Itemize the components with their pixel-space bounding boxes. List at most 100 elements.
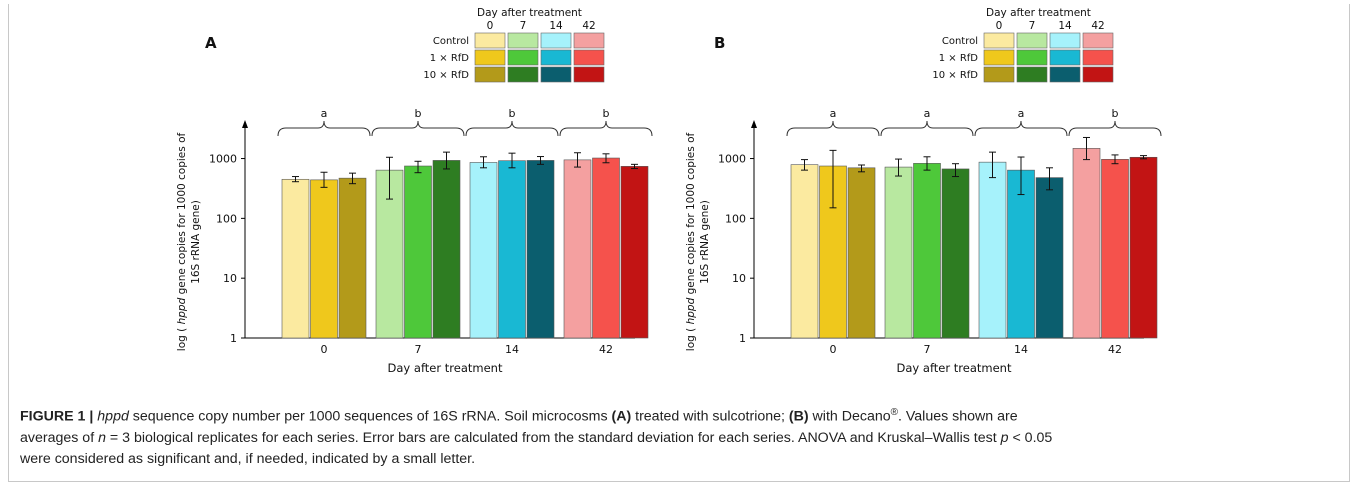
caption-panel-b-label: (B) — [788, 408, 809, 425]
caption-panel-a-label: (A) — [611, 408, 632, 425]
legend-day-label: 7 — [1029, 20, 1036, 32]
x-tick-label: 0 — [321, 343, 328, 356]
y-axis-label-line2: 16S rRNA gene) — [699, 200, 711, 284]
y-axis-label-line2: 16S rRNA gene) — [190, 200, 202, 284]
y-tick-label: 1000 — [718, 153, 746, 166]
caption-text: with Decano — [808, 408, 891, 425]
caption-text: . Values shown are — [898, 408, 1018, 425]
legend-day-label: 14 — [549, 20, 563, 32]
legend-swatch — [1016, 49, 1048, 66]
bar — [498, 160, 526, 339]
bar — [469, 162, 498, 339]
significance-letter: a — [830, 107, 837, 120]
y-label-part: gene copies for 1000 copies of — [176, 132, 188, 297]
legend-row-label: Control — [942, 36, 978, 47]
bar — [978, 161, 1007, 339]
bar — [526, 160, 555, 339]
bar — [847, 167, 876, 339]
significance-bracket — [1068, 120, 1162, 137]
significance-letter: a — [924, 107, 931, 120]
y-tick-label: 100 — [725, 212, 746, 225]
legend-swatch — [1016, 66, 1048, 83]
registered-mark: ® — [890, 407, 898, 418]
caption-figure-label: FIGURE 1 | — [20, 408, 94, 425]
bar — [404, 165, 432, 339]
y-tick-label: 100 — [216, 212, 237, 225]
bar — [941, 168, 970, 339]
legend-day-label: 42 — [1091, 20, 1104, 32]
legend-row-label: 10 × RfD — [932, 70, 978, 81]
bar — [281, 178, 310, 339]
bar — [884, 166, 913, 339]
legend-swatch — [1082, 49, 1114, 66]
legend-swatch — [1049, 32, 1081, 49]
legend-title: Day after treatment — [477, 7, 582, 19]
legend-day-label: 7 — [520, 20, 527, 32]
legend-swatch — [1016, 32, 1048, 49]
legend-day-label: 14 — [1058, 20, 1072, 32]
significance-bracket — [371, 120, 465, 137]
x-tick-label: 42 — [1108, 343, 1122, 356]
y-axis-label: log ( hppd gene copies for 1000 copies o… — [176, 132, 188, 351]
legend-swatch — [573, 66, 605, 83]
x-tick-label: 7 — [924, 343, 931, 356]
legend-day-label: 42 — [582, 20, 595, 32]
caption-text: treated with sulcotrione; — [631, 408, 789, 425]
y-label-gene: hppd — [685, 297, 697, 324]
bar — [913, 163, 941, 339]
significance-letter: b — [603, 107, 610, 120]
y-axis-label: log ( hppd gene copies for 1000 copies o… — [685, 132, 697, 351]
legend-swatch — [474, 66, 506, 83]
y-tick-label: 1 — [739, 332, 746, 345]
legend-swatch — [507, 49, 539, 66]
bar — [1129, 156, 1158, 339]
x-tick-label: 42 — [599, 343, 613, 356]
significance-letter: b — [1112, 107, 1119, 120]
legend-swatch — [540, 66, 572, 83]
y-label-part: log ( — [176, 324, 188, 351]
panel-label: B — [714, 34, 725, 52]
legend-swatch — [540, 49, 572, 66]
significance-bracket — [880, 120, 974, 137]
legend-row-label: Control — [433, 36, 469, 47]
legend-swatch — [1082, 32, 1114, 49]
legend-swatch — [573, 32, 605, 49]
bar — [1101, 159, 1129, 339]
caption-text: sequence copy number per 1000 sequences … — [128, 408, 612, 425]
legend-swatch — [983, 66, 1015, 83]
bar — [375, 169, 404, 339]
x-axis-label: Day after treatment — [897, 361, 1012, 375]
caption-text: = 3 biological replicates for each serie… — [105, 429, 1001, 446]
legend-swatch — [983, 32, 1015, 49]
figure-frame — [8, 4, 1350, 482]
bar — [310, 179, 338, 339]
caption-text: were considered as significant and, if n… — [20, 450, 476, 467]
x-tick-label: 0 — [830, 343, 837, 356]
significance-bracket — [559, 120, 653, 137]
bar — [563, 159, 592, 339]
legend-swatch — [573, 49, 605, 66]
y-label-part: gene copies for 1000 copies of — [685, 132, 697, 297]
legend-swatch — [474, 32, 506, 49]
legend-swatch — [540, 32, 572, 49]
y-label-part: log ( — [685, 324, 697, 351]
legend-swatch — [507, 32, 539, 49]
legend-day-label: 0 — [996, 20, 1003, 32]
figure-caption: FIGURE 1 | hppd sequence copy number per… — [20, 402, 1340, 470]
legend-swatch — [1049, 49, 1081, 66]
legend-row-label: 10 × RfD — [423, 70, 469, 81]
bar — [1072, 148, 1101, 339]
y-axis-arrow — [242, 120, 248, 128]
bar — [1007, 169, 1035, 339]
legend-swatch — [507, 66, 539, 83]
y-tick-label: 1000 — [209, 153, 237, 166]
y-axis-arrow — [751, 120, 757, 128]
x-axis-label: Day after treatment — [388, 361, 503, 375]
significance-letter: b — [509, 107, 516, 120]
bar — [790, 164, 819, 339]
significance-bracket — [786, 120, 880, 137]
